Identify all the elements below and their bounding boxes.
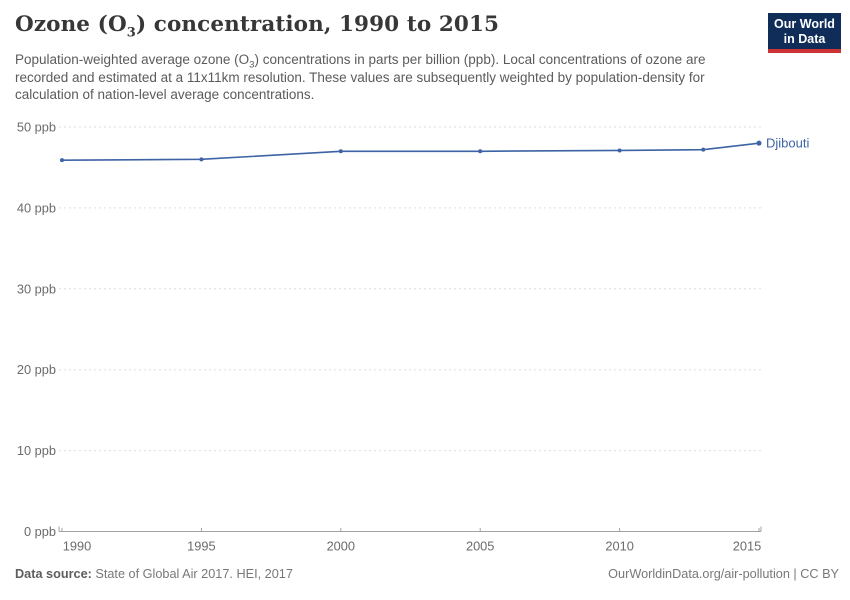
x-axis-tick-label: 2010 [605,539,633,554]
data-point [338,149,343,154]
chart-subtitle: Population-weighted average ozone (O3) c… [15,51,729,104]
data-point [60,158,64,163]
x-axis-tick-label: 2000 [327,539,355,554]
x-axis-tick-label: 2005 [466,539,494,554]
data-point [617,148,622,153]
y-axis-tick-label: 40 ppb [17,200,56,215]
owid-logo-line1: Our World [774,17,835,31]
data-point [478,149,483,154]
chart-title-subscript: 3 [126,25,136,41]
data-source-text: State of Global Air 2017. HEI, 2017 [91,567,293,581]
y-axis-tick-label: 20 ppb [17,362,56,377]
data-point [199,157,204,162]
data-line-djibouti [61,142,760,161]
data-point [701,147,706,152]
chart-footer: Data source: State of Global Air 2017. H… [15,567,839,581]
owid-logo-line2: in Data [783,31,826,46]
x-axis-tick-label: 1990 [63,539,91,554]
owid-logo-box: Our World in Data [768,13,841,49]
y-axis-tick-label: 30 ppb [17,281,56,296]
owid-logo-stripe [768,49,841,53]
chart-title-text: Ozone (O [15,12,127,37]
chart-title: Ozone (O3) concentration, 1990 to 2015 [15,12,500,41]
y-axis-tick-label: 50 ppb [17,120,56,135]
y-axis-tick-label: 10 ppb [17,443,56,458]
series-label-djibouti[interactable]: Djibouti [766,136,809,151]
data-point [756,140,762,146]
data-source-label: Data source: [15,567,92,581]
chart-title-text: ) concentration, 1990 to 2015 [135,12,500,37]
chart-subtitle-text: ) concentrations in parts per billion (p… [15,52,706,102]
owid-logo[interactable]: Our World in Data [768,13,841,53]
x-axis-tick-label: 1995 [187,539,215,554]
x-axis-tick-label: 2015 [733,539,761,554]
chart-subtitle-subscript: 3 [249,59,255,71]
data-source-note: Data source: State of Global Air 2017. H… [15,567,293,581]
chart-subtitle-text: Population-weighted average ozone (O [15,52,250,67]
credit-link[interactable]: OurWorldinData.org/air-pollution | CC BY [608,567,839,581]
y-axis-tick-label: 0 ppb [24,524,56,539]
